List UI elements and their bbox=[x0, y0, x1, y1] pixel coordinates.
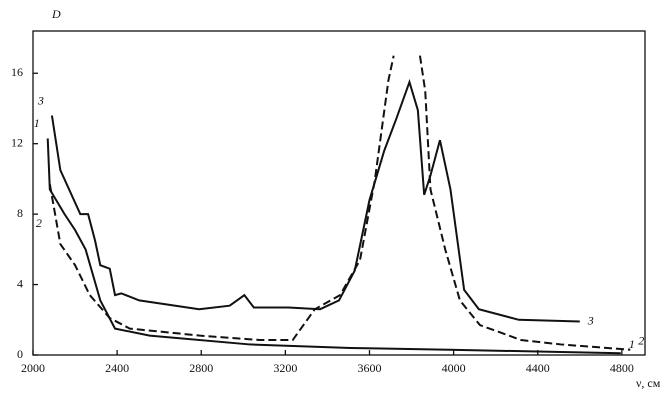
spectrum-line bbox=[48, 55, 631, 351]
y-tick-label: 8 bbox=[17, 206, 23, 220]
x-tick-label: 2400 bbox=[105, 361, 129, 375]
y-tick-label: 16 bbox=[11, 65, 23, 79]
x-axis-label: ν, см bbox=[636, 376, 661, 390]
y-tick-label: 4 bbox=[17, 276, 23, 290]
curve-label: 2 bbox=[638, 333, 644, 347]
x-tick-label: 2800 bbox=[189, 361, 213, 375]
x-tick-label: 3600 bbox=[357, 361, 381, 375]
y-axis-label: D bbox=[51, 7, 61, 21]
y-tick-label: 12 bbox=[11, 135, 23, 149]
curve-label: 2 bbox=[36, 216, 42, 230]
curve-label: 1 bbox=[629, 337, 635, 351]
x-tick-label: 4400 bbox=[526, 361, 550, 375]
plot-frame bbox=[32, 30, 646, 356]
x-tick-label: 2000 bbox=[21, 361, 45, 375]
y-tick-label: 0 bbox=[17, 347, 23, 361]
curve-label: 3 bbox=[37, 93, 44, 107]
curve-label: 3 bbox=[587, 313, 594, 327]
x-tick-label: 4000 bbox=[442, 361, 466, 375]
x-tick-label: 3200 bbox=[273, 361, 297, 375]
spectrum-line bbox=[50, 78, 580, 323]
x-tick-label: 4800 bbox=[610, 361, 634, 375]
curve-label: 1 bbox=[34, 116, 40, 130]
